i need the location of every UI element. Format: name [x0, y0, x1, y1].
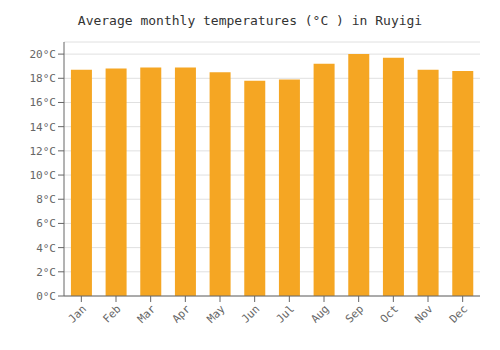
- svg-text:Mar: Mar: [135, 302, 159, 326]
- svg-text:Jan: Jan: [66, 302, 89, 325]
- svg-text:16°C: 16°C: [30, 96, 57, 109]
- svg-text:8°C: 8°C: [36, 193, 56, 206]
- svg-text:18°C: 18°C: [30, 72, 57, 85]
- svg-text:Nov: Nov: [412, 302, 436, 326]
- svg-text:Sep: Sep: [343, 302, 366, 325]
- svg-text:0°C: 0°C: [36, 290, 56, 303]
- svg-text:Jun: Jun: [239, 302, 262, 325]
- svg-text:6°C: 6°C: [36, 217, 56, 230]
- svg-text:4°C: 4°C: [36, 242, 56, 255]
- svg-text:12°C: 12°C: [30, 145, 57, 158]
- svg-text:Dec: Dec: [447, 302, 470, 325]
- svg-text:20°C: 20°C: [30, 48, 57, 61]
- svg-text:14°C: 14°C: [30, 121, 57, 134]
- svg-text:Jul: Jul: [274, 302, 297, 325]
- svg-text:10°C: 10°C: [30, 169, 57, 182]
- svg-text:Oct: Oct: [378, 302, 401, 325]
- svg-text:May: May: [204, 302, 228, 326]
- html-text:Average monthly temperatures (: Average monthly temperatures (°C ) in Ru…: [77, 13, 423, 28]
- svg-text:Aug: Aug: [308, 302, 331, 325]
- svg-text:2°C: 2°C: [36, 266, 56, 279]
- svg-text:Feb: Feb: [100, 302, 123, 325]
- svg-text:Apr: Apr: [170, 302, 194, 326]
